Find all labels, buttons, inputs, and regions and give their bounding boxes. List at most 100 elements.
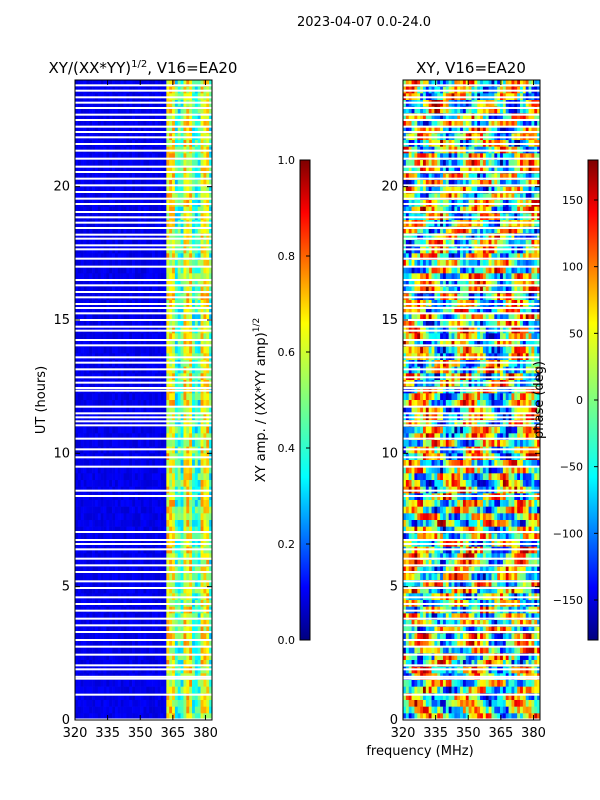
heatmap-cell: [183, 426, 187, 434]
heatmap-cell: [442, 106, 447, 114]
heatmap-cell: [203, 186, 207, 194]
heatmap-cell: [197, 166, 201, 174]
heatmap-cell: [157, 340, 161, 347]
heatmap-cell: [420, 80, 424, 87]
heatmap-cell: [189, 480, 193, 487]
heatmap-cell: [103, 460, 107, 467]
heatmap-cell: [166, 573, 170, 581]
heatmap-cell: [132, 566, 136, 574]
heatmap-cell: [157, 420, 161, 427]
data-gap-row: [75, 389, 212, 392]
heatmap-cell: [143, 80, 147, 87]
heatmap-cell: [103, 346, 107, 354]
heatmap-cell: [75, 633, 79, 641]
heatmap-cell: [166, 713, 170, 720]
heatmap-cell: [112, 260, 116, 267]
heatmap-cell: [177, 240, 181, 247]
heatmap-cell: [103, 160, 107, 167]
data-gap-row: [75, 531, 212, 533]
heatmap-cell: [75, 480, 79, 487]
heatmap-cell: [192, 266, 196, 274]
heatmap-cell: [194, 286, 199, 294]
heatmap-cell: [174, 500, 179, 507]
heatmap-cell: [126, 286, 130, 294]
heatmap-cell: [146, 460, 150, 467]
heatmap-cell: [160, 346, 164, 354]
heatmap-cell: [106, 513, 110, 521]
heatmap-cell: [100, 173, 104, 181]
heatmap-cell: [89, 706, 93, 714]
heatmap-cell: [112, 333, 116, 341]
heatmap-cell: [97, 526, 101, 534]
heatmap-cell: [132, 226, 136, 234]
heatmap-cell: [177, 586, 181, 594]
heatmap-cell: [177, 633, 181, 641]
heatmap-cell: [149, 113, 153, 121]
heatmap-cell: [206, 206, 210, 214]
heatmap-cell: [80, 680, 84, 687]
heatmap-cell: [143, 680, 147, 687]
heatmap-cell: [77, 120, 81, 127]
heatmap-cell: [180, 713, 184, 720]
heatmap-cell: [89, 80, 93, 87]
heatmap-cell: [75, 466, 79, 474]
heatmap-cell: [103, 533, 107, 541]
heatmap-cell: [157, 566, 161, 574]
heatmap-cell: [120, 473, 124, 481]
heatmap-cell: [203, 513, 207, 521]
heatmap-cell: [103, 426, 107, 434]
heatmap-cell: [132, 633, 136, 641]
colorbar-tick-label: 1.0: [278, 154, 296, 167]
heatmap-cell: [169, 173, 173, 181]
heatmap-cell: [152, 533, 156, 541]
heatmap-cell: [180, 340, 184, 347]
heatmap-cell: [134, 620, 139, 627]
heatmap-cell: [89, 306, 93, 314]
heatmap-cell: [206, 473, 210, 481]
heatmap-cell: [209, 113, 212, 121]
heatmap-cell: [140, 313, 144, 321]
heatmap-cell: [468, 106, 472, 114]
heatmap-cell: [189, 553, 193, 561]
heatmap-cell: [209, 580, 212, 587]
heatmap-cell: [112, 166, 116, 174]
heatmap-cell: [183, 560, 187, 567]
heatmap-cell: [497, 80, 501, 87]
heatmap-cell: [77, 573, 81, 581]
heatmap-cell: [100, 586, 104, 594]
heatmap-cell: [183, 226, 187, 234]
heatmap-cell: [189, 466, 193, 474]
heatmap-cell: [129, 233, 133, 241]
data-gap-row: [75, 107, 212, 109]
heatmap-cell: [89, 313, 93, 321]
heatmap-cell: [83, 240, 87, 247]
heatmap-cell: [75, 113, 79, 121]
heatmap-cell: [123, 340, 127, 347]
heatmap-cell: [146, 533, 150, 541]
heatmap-cell: [189, 693, 193, 701]
heatmap-cell: [134, 440, 139, 447]
heatmap-cell: [186, 160, 190, 167]
heatmap-cell: [77, 513, 81, 521]
heatmap-cell: [183, 180, 187, 187]
heatmap-cell: [117, 633, 121, 641]
heatmap-cell: [120, 526, 124, 534]
heatmap-cell: [92, 260, 96, 267]
heatmap-cell: [106, 426, 110, 434]
heatmap-cell: [194, 513, 199, 521]
heatmap-cell: [174, 420, 179, 427]
heatmap-cell: [154, 280, 159, 287]
heatmap-cell: [160, 206, 164, 214]
heatmap-cell: [149, 580, 153, 587]
heatmap-cell: [92, 286, 96, 294]
heatmap-cell: [92, 586, 96, 594]
heatmap-cell: [180, 320, 184, 327]
heatmap-cell: [86, 313, 90, 321]
heatmap-cell: [80, 320, 84, 327]
heatmap-cell: [80, 613, 84, 621]
heatmap-cell: [169, 333, 173, 341]
heatmap-cell: [169, 400, 173, 407]
heatmap-cell: [203, 266, 207, 274]
heatmap-cell: [192, 333, 196, 341]
heatmap-cell: [180, 466, 184, 474]
